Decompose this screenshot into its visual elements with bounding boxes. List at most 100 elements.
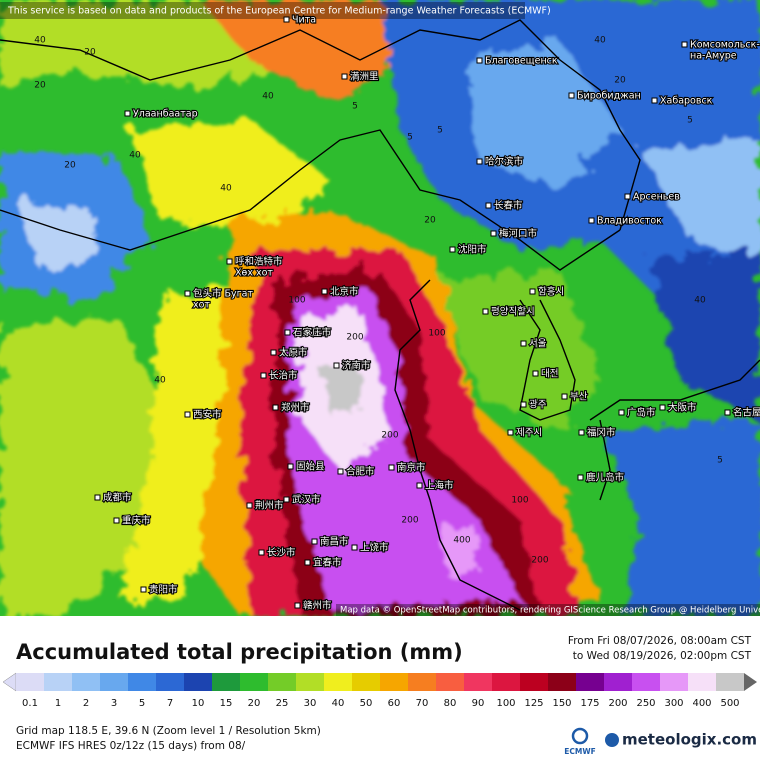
color-cell bbox=[184, 673, 212, 691]
city-labels: Чита Улаанбаатар 満洲里 Благовещенск Комсомольс… bbox=[94, 13, 760, 613]
city-marker bbox=[659, 404, 666, 411]
contour-label: 200 bbox=[531, 556, 548, 566]
city-marker bbox=[624, 193, 631, 200]
scale-label: 300 bbox=[664, 698, 683, 709]
city-marker bbox=[577, 474, 584, 481]
color-cell bbox=[352, 673, 380, 691]
scale-label: 30 bbox=[304, 698, 317, 709]
city-label: 上海市 bbox=[425, 480, 454, 492]
color-cell bbox=[128, 673, 156, 691]
city-label: 武汉市 bbox=[292, 494, 321, 506]
city-marker bbox=[476, 57, 483, 64]
contour-label: 40 bbox=[34, 36, 46, 46]
color-cell bbox=[576, 673, 604, 691]
city-marker bbox=[568, 92, 575, 99]
scale-label: 10 bbox=[192, 698, 205, 709]
brand-icon[interactable] bbox=[605, 733, 619, 747]
city-marker bbox=[388, 464, 395, 471]
contour-label: 200 bbox=[346, 333, 363, 343]
contour-label: 40 bbox=[129, 151, 141, 161]
city-label: 평양직할시 bbox=[491, 307, 535, 318]
border bbox=[0, 19, 641, 231]
city-label: 荆州市 bbox=[255, 500, 284, 512]
city-label: 太原市 bbox=[279, 347, 308, 359]
city-marker bbox=[226, 258, 233, 265]
city-marker bbox=[321, 288, 328, 295]
color-cell bbox=[16, 673, 44, 691]
city-label: Чита bbox=[292, 15, 316, 26]
city-marker bbox=[416, 482, 423, 489]
city-label: на-Амуре bbox=[690, 51, 737, 62]
city-label: 福冈市 bbox=[587, 427, 616, 439]
contour-label: 5 bbox=[687, 116, 693, 126]
city-label: 제주시 bbox=[516, 428, 542, 439]
field bbox=[200, 0, 420, 100]
city-marker bbox=[184, 290, 191, 297]
contour-label: 100 bbox=[428, 329, 445, 339]
color-cell bbox=[72, 673, 100, 691]
scale-label: 3 bbox=[111, 698, 117, 709]
city-marker bbox=[651, 97, 658, 104]
city-label: 광주 bbox=[529, 399, 547, 411]
color-cell bbox=[464, 673, 492, 691]
contour-label: 20 bbox=[34, 81, 46, 91]
city-label: 満洲里 bbox=[350, 72, 379, 83]
city-marker bbox=[482, 308, 489, 315]
city-label: Арсеньев bbox=[633, 192, 680, 203]
city-marker bbox=[449, 246, 456, 253]
scale-label: 0.1 bbox=[22, 698, 38, 709]
contour-label: 20 bbox=[64, 161, 76, 171]
coast bbox=[394, 279, 521, 611]
scale-label: 90 bbox=[472, 698, 485, 709]
color-cell bbox=[436, 673, 464, 691]
city-label: 北京市 bbox=[330, 286, 359, 298]
city-label: 함흥시 bbox=[538, 286, 564, 298]
city-label: 包头市 Бугат bbox=[193, 288, 253, 300]
contour-label: 40 bbox=[262, 92, 274, 102]
field bbox=[320, 365, 362, 415]
contour-label: 40 bbox=[694, 296, 706, 306]
city-marker bbox=[124, 110, 131, 117]
scale-label: 80 bbox=[444, 698, 457, 709]
city-label: 合肥市 bbox=[346, 466, 375, 478]
city-marker bbox=[578, 429, 585, 436]
city-marker bbox=[337, 468, 344, 475]
city-label: 南昌市 bbox=[320, 536, 349, 548]
contour-label: 5 bbox=[407, 133, 413, 143]
city-marker bbox=[140, 586, 147, 593]
brand[interactable]: meteologix.com bbox=[622, 731, 757, 749]
notice-bg bbox=[0, 2, 525, 19]
city-label: 上饶市 bbox=[360, 542, 389, 554]
bar-arrow-left bbox=[2, 672, 17, 692]
city-marker bbox=[184, 411, 191, 418]
scale-label: 7 bbox=[167, 698, 173, 709]
city-label: Владивосток bbox=[597, 216, 662, 227]
city-label: 大阪市 bbox=[668, 402, 697, 414]
city-marker bbox=[561, 393, 568, 400]
scale-label: 125 bbox=[524, 698, 543, 709]
attribution: Map data © OpenStreetMap contributors, r… bbox=[340, 606, 760, 616]
field bbox=[640, 140, 760, 260]
city-marker bbox=[304, 559, 311, 566]
city-label: 沈阳市 bbox=[458, 244, 487, 256]
city-marker bbox=[520, 340, 527, 347]
color-cell bbox=[660, 673, 688, 691]
city-marker bbox=[341, 73, 348, 80]
contour-label: 100 bbox=[511, 496, 528, 506]
city-label: 南京市 bbox=[397, 462, 426, 474]
city-marker bbox=[351, 544, 358, 551]
city-label: 长治市 bbox=[269, 370, 298, 382]
color-cell bbox=[520, 673, 548, 691]
city-label: 赣州市 bbox=[303, 600, 332, 612]
scale-label: 100 bbox=[496, 698, 515, 709]
city-marker bbox=[588, 217, 595, 224]
contour-label: 40 bbox=[594, 36, 606, 46]
field bbox=[600, 420, 760, 616]
contour-label: 200 bbox=[381, 431, 398, 441]
city-marker bbox=[490, 230, 497, 237]
scale-label: 20 bbox=[248, 698, 261, 709]
legend-title: Accumulated total precipitation (mm) bbox=[16, 640, 463, 664]
coast bbox=[519, 299, 576, 421]
scale-label: 250 bbox=[636, 698, 655, 709]
city-marker bbox=[618, 409, 625, 416]
